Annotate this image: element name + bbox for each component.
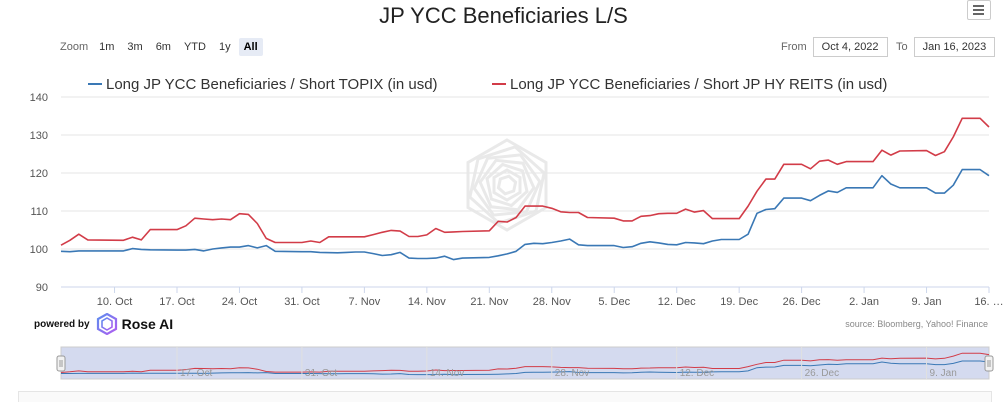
x-tick-label: 10. Oct [97, 296, 132, 308]
y-tick-label: 110 [30, 206, 48, 218]
navigator-left-handle[interactable] [56, 355, 66, 372]
navigator-right-handle[interactable] [984, 355, 994, 372]
powered-by-label: powered by [34, 318, 90, 330]
source-note: source: Bloomberg, Yahoo! Finance [845, 319, 988, 329]
y-tick-label: 120 [30, 168, 48, 180]
watermark-ring [492, 168, 522, 202]
x-tick-label: 31. Oct [284, 296, 319, 308]
zoom-label: Zoom [60, 41, 89, 53]
chart-canvas: 90 100 110 120 130 140 10. Oct 17. Oct 24. Oct 3… [30, 76, 1004, 380]
zoom-1m-button[interactable]: 1m [99, 41, 115, 53]
x-tick-label: 16. … [974, 296, 1003, 308]
navigator[interactable]: 17. Oct 31. Oct 14. Nov 28. Nov 12. Dec 26. D… [56, 346, 994, 380]
navigator-tick-label: 9. Jan [930, 368, 957, 379]
x-axis: 10. Oct 17. Oct 24. Oct 31. Oct 7. Nov 14. No… [61, 286, 1004, 308]
x-tick-label: 5. Dec [598, 296, 630, 308]
navigator-line-2 [60, 352, 990, 373]
y-tick-label: 140 [30, 92, 48, 104]
x-tick-label: 14. Nov [408, 296, 446, 308]
y-tick-label: 130 [30, 130, 48, 142]
range-from: From Oct 4, 2022 [781, 37, 888, 57]
rose-ai-logo-icon [96, 313, 117, 335]
navigator-line-1 [61, 360, 990, 376]
x-tick-label: 26. Dec [783, 296, 821, 308]
zoom-3m-button[interactable]: 3m [127, 41, 143, 53]
x-tick-label: 21. Nov [470, 296, 508, 308]
range-to-input[interactable]: Jan 16, 2023 [913, 37, 996, 57]
series-line-2 [60, 117, 990, 246]
watermark-ring [466, 138, 548, 232]
rose-ai-watermark-icon [466, 138, 548, 232]
x-tick-label: 12. Dec [658, 296, 696, 308]
navigator-mask [60, 346, 990, 380]
navigator-tick-label: 12. Dec [680, 368, 714, 379]
chart-title: JP YCC Beneficiaries L/S [379, 3, 628, 28]
navigator-tick-label: 14. Nov [430, 368, 464, 379]
navigator-tick-label: 31. Oct [305, 368, 337, 379]
x-tick-label: 9. Jan [912, 296, 942, 308]
navigator-tick-label: 26. Dec [805, 368, 839, 379]
range-to: To Jan 16, 2023 [896, 37, 996, 57]
zoom-all-button[interactable]: All [238, 38, 263, 56]
brand-name: Rose AI [121, 316, 174, 332]
legend-item-1: Long JP YCC Beneficiaries / Short TOPIX … [106, 76, 438, 93]
y-axis: 90 100 110 120 130 140 [30, 92, 48, 294]
zoom-1y-button[interactable]: 1y [218, 41, 231, 53]
x-tick-label: 19. Dec [720, 296, 758, 308]
x-tick-label: 17. Oct [159, 296, 194, 308]
range-from-input[interactable]: Oct 4, 2022 [812, 37, 888, 57]
x-tick-label: 2. Jan [849, 296, 879, 308]
watermark-ring [485, 162, 529, 208]
range-from-label: From [781, 41, 807, 53]
series-line-1 [60, 168, 990, 261]
powered-by: powered by Rose AI [34, 313, 173, 335]
zoom-ytd-button[interactable]: YTD [183, 41, 206, 53]
legend-item-2: Long JP YCC Beneficiaries / Short JP HY … [510, 76, 887, 93]
y-tick-label: 100 [30, 244, 48, 256]
hamburger-menu-icon[interactable] [967, 0, 991, 20]
watermark-ring [496, 174, 518, 196]
x-tick-label: 28. Nov [533, 296, 571, 308]
x-tick-label: 7. Nov [348, 296, 380, 308]
watermark-ring [472, 153, 542, 217]
y-tick-label: 90 [36, 282, 48, 294]
watermark-ring [478, 158, 536, 212]
legend[interactable]: Long JP YCC Beneficiaries / Short TOPIX … [88, 76, 887, 93]
navigator-tick-label: 28. Nov [555, 368, 589, 379]
bottom-panel [18, 391, 992, 402]
navigator-tick-label: 17. Oct [180, 368, 212, 379]
zoom-selector: Zoom 1m 3m 6m YTD 1y All [60, 38, 266, 56]
range-to-label: To [896, 41, 908, 53]
x-tick-label: 24. Oct [222, 296, 257, 308]
zoom-6m-button[interactable]: 6m [155, 41, 171, 53]
plot-lines [60, 117, 990, 261]
